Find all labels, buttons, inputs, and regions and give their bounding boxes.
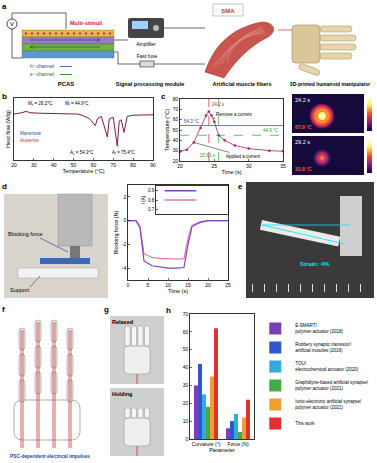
svg-text:20: 20 (205, 282, 211, 288)
svg-text:-4: -4 (122, 265, 127, 271)
svg-text:Time (s): Time (s) (222, 169, 242, 175)
svg-text:40: 40 (51, 162, 57, 168)
svg-text:30: 30 (31, 162, 37, 168)
svg-text:3D-printed humanoid manipulato: 3D-printed humanoid manipulator (290, 81, 370, 87)
svg-text:25: 25 (225, 282, 231, 288)
svg-text:50: 50 (71, 162, 77, 168)
svg-text:10: 10 (183, 418, 189, 424)
svg-text:0.9: 0.9 (148, 188, 155, 193)
svg-text:b: b (2, 92, 7, 101)
svg-text:f: f (2, 305, 5, 314)
svg-text:35: 35 (280, 163, 286, 169)
svg-text:A​f​ = 75.4°C: A​f​ = 75.4°C (112, 150, 136, 156)
svg-text:E-SMART/polymer actuator (2018: E-SMART/polymer actuator (2018) (295, 323, 343, 334)
svg-text:70: 70 (183, 311, 189, 317)
svg-text:20: 20 (183, 400, 189, 406)
svg-text:24.2 s: 24.2 s (212, 102, 225, 107)
svg-text:SMA: SMA (221, 8, 235, 14)
svg-text:10: 10 (165, 282, 171, 288)
svg-text:30: 30 (173, 147, 179, 153)
svg-text:g: g (104, 305, 109, 314)
svg-text:Temperature (°C): Temperature (°C) (62, 168, 104, 174)
svg-text:Applied a current: Applied a current (226, 154, 261, 159)
svg-text:0.8: 0.8 (148, 198, 155, 203)
svg-text:M​f​ = 44.9°C: M​f​ = 44.9°C (65, 101, 89, 107)
svg-text:30: 30 (183, 382, 189, 388)
svg-text:This work: This work (295, 421, 315, 426)
svg-text:20: 20 (11, 162, 17, 168)
svg-text:29.2 s: 29.2 s (295, 139, 310, 145)
svg-text:Multi-stimuli: Multi-stimuli (70, 20, 103, 26)
svg-text:I (A): I (A) (141, 195, 146, 204)
svg-text:0: 0 (127, 282, 130, 288)
svg-text:0.7: 0.7 (148, 207, 155, 212)
svg-text:Fast fuse: Fast fuse (137, 53, 158, 59)
svg-text:c: c (161, 92, 166, 101)
svg-text:Austenite: Austenite (20, 138, 39, 143)
svg-text:Force (N): Force (N) (227, 441, 248, 447)
svg-text:Remove a current: Remove a current (216, 112, 253, 117)
svg-text:a: a (2, 2, 7, 11)
svg-text:67.9 °C: 67.9 °C (295, 124, 312, 130)
svg-text:Martensite: Martensite (20, 131, 42, 136)
svg-text:Rubbery synaptic transistor/ar: Rubbery synaptic transistor/artificial m… (295, 342, 352, 353)
svg-text:20: 20 (177, 163, 183, 169)
svg-text:20: 20 (173, 158, 179, 164)
svg-text:60: 60 (183, 329, 189, 335)
svg-text:Amplifier: Amplifier (136, 41, 156, 47)
svg-text:40: 40 (173, 137, 179, 143)
svg-text:A​s​ = 54.3°C: A​s​ = 54.3°C (70, 150, 94, 156)
svg-text:44.9 °C: 44.9 °C (263, 128, 279, 133)
svg-text:Signal processing module: Signal processing module (116, 81, 184, 87)
svg-text:Temperature (°C): Temperature (°C) (164, 109, 170, 151)
svg-text:70: 70 (173, 106, 179, 112)
svg-text:Blocking force (N): Blocking force (N) (113, 210, 119, 254)
svg-text:0: 0 (123, 217, 126, 223)
svg-text:PSC-dependent electrical impul: PSC-dependent electrical impulses (10, 454, 90, 459)
svg-text:40: 40 (183, 364, 189, 370)
svg-text:Relaxed: Relaxed (112, 319, 133, 325)
svg-text:54.3 °C: 54.3 °C (184, 119, 200, 124)
svg-text:70: 70 (111, 162, 117, 168)
svg-text:Artificial muscle fibers: Artificial muscle fibers (213, 81, 272, 87)
svg-text:Ionic-electronic artificial sy: Ionic-electronic artificial synapse/poly… (295, 399, 362, 410)
svg-text:80: 80 (130, 162, 136, 168)
svg-text:d: d (2, 182, 7, 191)
svg-text:TOU/electrochemical actuator (: TOU/electrochemical actuator (2020) (295, 361, 359, 372)
svg-text:50: 50 (173, 127, 179, 133)
svg-text:5: 5 (147, 282, 150, 288)
svg-text:25.63 s: 25.63 s (200, 153, 216, 158)
svg-text:30: 30 (246, 163, 252, 169)
svg-text:60: 60 (173, 116, 179, 122)
svg-text:M​s​ = 26.2°C: M​s​ = 26.2°C (28, 101, 53, 107)
svg-text:60: 60 (91, 162, 97, 168)
svg-text:h: h (166, 306, 171, 315)
svg-text:80: 80 (173, 96, 179, 102)
svg-text:2: 2 (123, 194, 126, 200)
svg-text:Time (s): Time (s) (168, 288, 188, 294)
svg-text:Strain: 4%: Strain: 4% (300, 261, 330, 267)
svg-text:90: 90 (150, 162, 156, 168)
svg-text:e⁻-channel: e⁻-channel (30, 71, 54, 77)
svg-text:Curvature (°): Curvature (°) (192, 441, 221, 447)
svg-text:e: e (238, 182, 243, 191)
svg-text:15: 15 (185, 282, 191, 288)
svg-text:Holding: Holding (112, 391, 132, 397)
svg-text:Heat flow (W/g): Heat flow (W/g) (5, 110, 11, 148)
svg-text:25: 25 (212, 163, 218, 169)
svg-text:0: 0 (185, 436, 188, 442)
svg-text:50: 50 (183, 346, 189, 352)
svg-text:Parameter: Parameter (209, 447, 235, 453)
svg-text:Support: Support (10, 287, 30, 293)
svg-text:33.8 °C: 33.8 °C (295, 166, 312, 172)
svg-text:24.2 s: 24.2 s (295, 97, 310, 103)
svg-text:PCAS: PCAS (58, 81, 75, 87)
svg-text:-2: -2 (122, 241, 127, 247)
svg-text:V: V (10, 21, 14, 27)
svg-text:Blocking force: Blocking force (8, 231, 43, 237)
svg-text:Graphdiyne-based artificial sy: Graphdiyne-based artificial synapse/poly… (295, 380, 369, 391)
svg-text:h⁺-channel: h⁺-channel (30, 63, 54, 69)
